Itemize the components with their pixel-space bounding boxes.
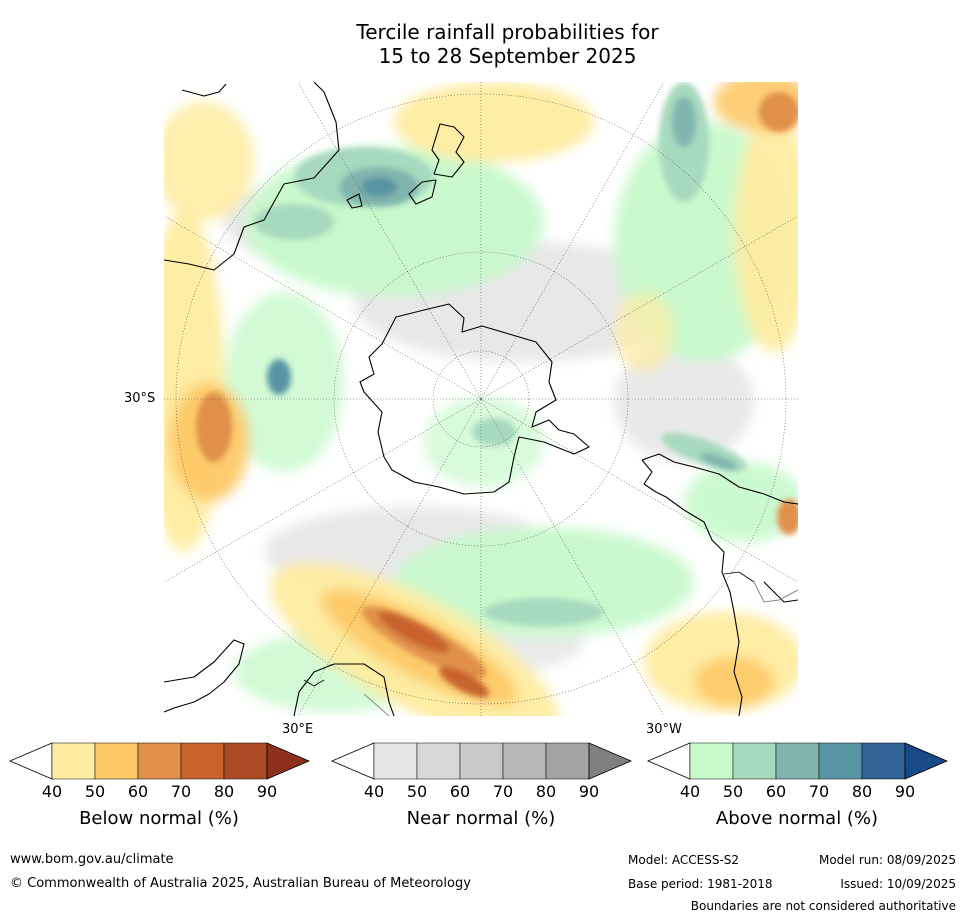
colorbar-swatch: [689, 742, 734, 780]
footer-disclaimer: Boundaries are not considered authoritat…: [690, 899, 956, 913]
colorbar-tick: 90: [894, 782, 916, 801]
colorbar-above: 40 50 60 70 80 90 Above normal (%): [646, 742, 949, 829]
colorbar-above-swatches: [646, 742, 949, 780]
colorbar-swatch: [775, 742, 820, 780]
colorbar-tick: 70: [492, 782, 514, 801]
colorbar-tick: 90: [578, 782, 600, 801]
colorbar-extend-low: [8, 742, 53, 780]
colorbar-swatch: [861, 742, 906, 780]
africa-coast: [164, 639, 245, 713]
footer-issued: Issued: 10/09/2025: [840, 877, 956, 891]
colorbar-tick: 50: [84, 782, 106, 801]
map-canvas: [164, 82, 798, 716]
colorbar-swatch: [51, 742, 96, 780]
colorbar-tick: 80: [535, 782, 557, 801]
longitude-label-west: 30°W: [646, 722, 682, 737]
colorbar-near: 40 50 60 70 80 90 Near normal (%): [330, 742, 633, 829]
colorbar-near-ticks: 40 50 60 70 80 90: [331, 782, 631, 802]
colorbar-below-swatches: [8, 742, 311, 780]
probability-map: [164, 82, 798, 716]
colorbar-below-ticks: 40 50 60 70 80 90: [9, 782, 309, 802]
graticule: [164, 82, 798, 716]
footer-model-run: Model run: 08/09/2025: [818, 853, 956, 867]
colorbar-extend-high: [904, 742, 949, 780]
map-title: Tercile rainfall probabilities for 15 to…: [0, 20, 965, 68]
colorbar-swatch: [180, 742, 225, 780]
footer-model: Model: ACCESS-S2: [628, 853, 740, 867]
colorbar-swatch: [416, 742, 461, 780]
colorbar-extend-low: [330, 742, 375, 780]
colorbar-below-label: Below normal (%): [79, 808, 239, 829]
latitude-label: 30°S: [124, 391, 156, 406]
colorbar-swatch: [502, 742, 547, 780]
footer-copyright: © Commonwealth of Australia 2025, Austra…: [10, 876, 471, 891]
colorbar-swatch: [818, 742, 863, 780]
colorbar-swatch: [545, 742, 590, 780]
colorbar-extend-high: [266, 742, 311, 780]
colorbar-extend-low: [646, 742, 691, 780]
colorbar-tick: 80: [213, 782, 235, 801]
colorbar-tick: 40: [363, 782, 385, 801]
colorbar-tick: 60: [765, 782, 787, 801]
colorbar-extend-high: [588, 742, 633, 780]
colorbar-tick: 80: [851, 782, 873, 801]
antarctica-coast: [359, 303, 590, 495]
colorbar-below: 40 50 60 70 80 90 Below normal (%): [8, 742, 311, 829]
colorbar-tick: 60: [449, 782, 471, 801]
colorbar-above-ticks: 40 50 60 70 80 90: [647, 782, 947, 802]
australia-coast: [164, 82, 340, 271]
title-line-2: 15 to 28 September 2025: [378, 44, 637, 68]
strong-anomalies: [196, 82, 798, 698]
colorbar-tick: 90: [256, 782, 278, 801]
colorbar-tick: 40: [41, 782, 63, 801]
probability-field: [164, 82, 798, 716]
colorbar-swatch: [137, 742, 182, 780]
colorbar-swatch: [223, 742, 268, 780]
footer-url[interactable]: www.bom.gov.au/climate: [10, 852, 174, 867]
colorbar-swatch: [459, 742, 504, 780]
colorbar-swatch: [94, 742, 139, 780]
colorbar-near-label: Near normal (%): [406, 808, 556, 829]
colorbar-above-label: Above normal (%): [715, 808, 879, 829]
longitude-label-east: 30°E: [282, 722, 314, 737]
new-zealand-coast: [431, 123, 465, 178]
colorbar-tick: 40: [679, 782, 701, 801]
colorbar-tick: 70: [170, 782, 192, 801]
colorbar-tick: 50: [722, 782, 744, 801]
country-borders: [363, 581, 798, 716]
title-line-1: Tercile rainfall probabilities for: [356, 20, 659, 44]
colorbar-swatch: [732, 742, 777, 780]
south-america-coast: [641, 453, 798, 505]
colorbar-tick: 60: [127, 782, 149, 801]
colorbar-swatch: [373, 742, 418, 780]
coastlines: [164, 82, 798, 716]
colorbar-tick: 50: [406, 782, 428, 801]
colorbar-near-swatches: [330, 742, 633, 780]
footer-base-period: Base period: 1981-2018: [628, 877, 773, 891]
colorbar-tick: 70: [808, 782, 830, 801]
